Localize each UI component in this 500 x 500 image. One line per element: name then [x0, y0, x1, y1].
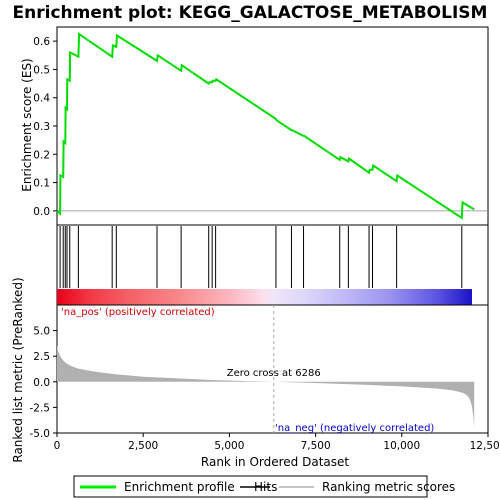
metric-x-axis: 0 2,500 5,000 7,500 10,000 12,500 [54, 433, 500, 452]
metric-plot-frame [56, 304, 489, 434]
legend-label-enrichment: Enrichment profile [124, 480, 235, 494]
es-y-tick-label: 0.0 [33, 206, 50, 218]
metric-panel: Zero cross at 6286 'na_pos' (positively … [11, 277, 500, 469]
legend-label-metric: Ranking metric scores [322, 480, 455, 494]
es-y-tick-label: 0.4 [33, 93, 50, 105]
es-y-tick-label: 0.2 [33, 149, 50, 161]
x-axis-label: Rank in Ordered Dataset [201, 455, 349, 469]
enrichment-plot-frame [56, 26, 489, 226]
negative-correlation-label: 'na_neg' (negatively correlated) [275, 423, 434, 434]
es-y-axis: 0.0 0.1 0.2 0.3 0.4 0.5 0.6 [33, 36, 57, 218]
hits-panel [56, 224, 489, 306]
enrichment-profile-line [56, 32, 475, 220]
chart-title: Enrichment plot: KEGG_GALACTOSE_METABOLI… [13, 3, 488, 23]
es-y-tick-label: 0.5 [33, 64, 50, 76]
legend: Enrichment profile Hits Ranking metric s… [73, 475, 455, 498]
metric-y-tick-label: -2.5 [30, 402, 51, 414]
ranking-heat-bar [57, 289, 472, 305]
es-y-axis-label: Enrichment score (ES) [20, 58, 34, 191]
es-y-tick-label: 0.3 [33, 121, 50, 133]
x-tick-label: 5,000 [214, 440, 244, 452]
positive-correlation-label: 'na_pos' (positively correlated) [61, 307, 215, 318]
metric-y-tick-label: 2.5 [33, 351, 50, 363]
metric-y-axis-label: Ranked list metric (PreRanked) [11, 277, 25, 462]
x-tick-label: 0 [54, 440, 61, 452]
x-tick-label: 7,500 [301, 440, 331, 452]
es-y-tick-label: 0.1 [33, 178, 50, 190]
zero-cross-label: Zero cross at 6286 [227, 368, 321, 379]
x-tick-label: 12,500 [470, 440, 500, 452]
metric-y-tick-label: 0.0 [33, 377, 50, 389]
enrichment-panel: 0.0 0.1 0.2 0.3 0.4 0.5 0.6 Enrichment score (… [20, 26, 489, 226]
legend-label-hits: Hits [254, 480, 277, 494]
es-y-tick-label: 0.6 [33, 36, 50, 48]
metric-y-tick-label: -5.0 [30, 428, 51, 440]
metric-y-axis: -5.0 -2.5 0.0 2.5 5.0 [30, 326, 57, 440]
x-tick-label: 10,000 [383, 440, 420, 452]
x-tick-label: 2,500 [128, 440, 158, 452]
metric-y-tick-label: 5.0 [33, 326, 50, 338]
hit-markers [59, 226, 463, 288]
